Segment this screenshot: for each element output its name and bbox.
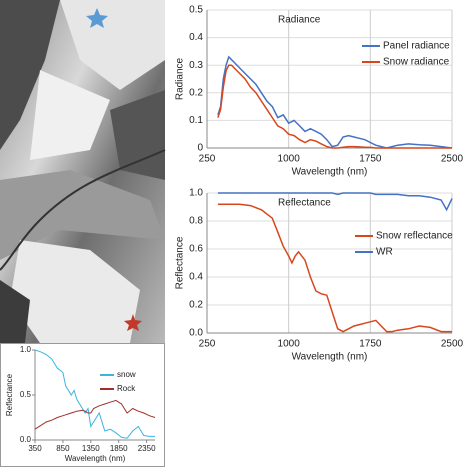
x-tick-label: 1750 [359, 154, 382, 165]
satellite-image [0, 0, 166, 343]
x-tick-label: 1850 [110, 444, 128, 453]
y-tick-label: 1.0 [189, 188, 203, 199]
y-axis-label: Reflectance [175, 236, 186, 289]
x-tick-label: 1350 [82, 444, 100, 453]
x-tick-label: 1750 [359, 339, 382, 350]
legend-label: Snow reflectance [376, 231, 453, 242]
y-tick-label: 0.3 [189, 60, 203, 71]
y-tick-label: 0.0 [189, 328, 203, 339]
x-tick-label: 350 [28, 444, 42, 453]
x-tick-label: 2500 [441, 339, 464, 350]
series-line [217, 55, 453, 149]
legend-label: WR [376, 247, 393, 258]
legend-label: Snow radiance [383, 57, 450, 68]
series-line [34, 399, 156, 430]
x-tick-label: 2500 [441, 154, 464, 165]
x-axis-label: Wavelength (nm) [292, 167, 368, 178]
y-tick-label: 0.0 [20, 435, 32, 444]
y-axis-label: Reflectance [5, 373, 14, 416]
legend-label: Panel radiance [383, 41, 450, 52]
series-line [217, 203, 452, 333]
x-tick-label: 250 [199, 339, 216, 350]
x-axis-label: Wavelength (nm) [292, 352, 368, 363]
x-axis-label: Wavelength (nm) [65, 454, 126, 463]
series-line [217, 64, 452, 149]
x-tick-label: 1000 [278, 339, 301, 350]
y-tick-label: 0.6 [189, 244, 203, 255]
y-tick-label: 0.2 [189, 300, 203, 311]
legend-label: snow [117, 370, 136, 379]
x-tick-label: 1000 [278, 154, 301, 165]
chart: 0.0 0.5 1.0 350 850 1350 1850 2350 Wavelength (n… [5, 345, 156, 463]
y-tick-label: 0 [197, 143, 203, 154]
x-tick-label: 850 [56, 444, 70, 453]
chart-title: Radiance [278, 15, 321, 26]
chart: 0.0 0.2 0.4 0.6 0.8 1.0 250 1000 1750 2500 Reflect… [175, 188, 464, 363]
y-tick-label: 0.2 [189, 87, 203, 98]
y-tick-label: 0.4 [189, 272, 203, 283]
series-line [217, 192, 453, 212]
y-axis-label: Radiance [175, 57, 186, 100]
x-tick-label: 2350 [138, 444, 156, 453]
chart-title: Reflectance [278, 198, 331, 209]
inset-frame [0, 343, 165, 467]
y-tick-label: 0.8 [189, 216, 203, 227]
series-line [34, 349, 155, 439]
y-tick-label: 1.0 [20, 345, 32, 354]
y-tick-label: 0.5 [189, 5, 203, 16]
legend-label: Rock [117, 384, 136, 393]
y-tick-label: 0.4 [189, 32, 203, 43]
x-tick-label: 250 [199, 154, 216, 165]
y-tick-label: 0.5 [20, 390, 32, 399]
chart: 0 0.1 0.2 0.3 0.4 0.5 250 1000 1750 2500 Radiance W… [175, 5, 464, 178]
y-tick-label: 0.1 [189, 115, 203, 126]
